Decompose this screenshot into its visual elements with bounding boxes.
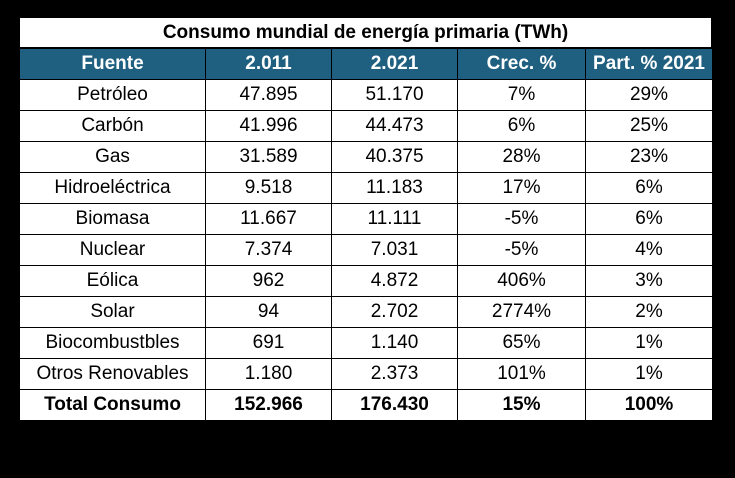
cell-2021: 2.373 bbox=[331, 358, 458, 390]
table-title: Consumo mundial de energía primaria (TWh… bbox=[19, 17, 712, 48]
header-2021: 2.021 bbox=[331, 48, 458, 80]
cell-part: 3% bbox=[585, 265, 713, 297]
header-crec: Crec. % bbox=[457, 48, 586, 80]
header-row: Fuente 2.011 2.021 Crec. % Part. % 2021 bbox=[19, 48, 713, 80]
total-label: Total Consumo bbox=[19, 389, 206, 421]
cell-crec: -5% bbox=[457, 203, 586, 235]
cell-fuente: Petróleo bbox=[19, 79, 206, 111]
cell-2011: 9.518 bbox=[205, 172, 332, 204]
cell-2021: 44.473 bbox=[331, 110, 458, 142]
table-row: Eólica 962 4.872 406% 3% bbox=[19, 265, 713, 297]
cell-fuente: Carbón bbox=[19, 110, 206, 142]
cell-part: 4% bbox=[585, 234, 713, 266]
total-part: 100% bbox=[585, 389, 713, 421]
cell-crec: 101% bbox=[457, 358, 586, 390]
cell-fuente: Nuclear bbox=[19, 234, 206, 266]
table-row: Hidroeléctrica 9.518 11.183 17% 6% bbox=[19, 172, 713, 204]
cell-2011: 31.589 bbox=[205, 141, 332, 173]
table-row: Biomasa 11.667 11.111 -5% 6% bbox=[19, 203, 713, 235]
total-crec: 15% bbox=[457, 389, 586, 421]
cell-2021: 7.031 bbox=[331, 234, 458, 266]
cell-2011: 691 bbox=[205, 327, 332, 359]
total-2011: 152.966 bbox=[205, 389, 332, 421]
cell-2011: 1.180 bbox=[205, 358, 332, 390]
header-part: Part. % 2021 bbox=[585, 48, 713, 80]
table-row: Otros Renovables 1.180 2.373 101% 1% bbox=[19, 358, 713, 390]
cell-part: 1% bbox=[585, 358, 713, 390]
cell-2011: 11.667 bbox=[205, 203, 332, 235]
cell-crec: 2774% bbox=[457, 296, 586, 328]
cell-fuente: Biomasa bbox=[19, 203, 206, 235]
table-row: Nuclear 7.374 7.031 -5% 4% bbox=[19, 234, 713, 266]
table-row: Biocombustbles 691 1.140 65% 1% bbox=[19, 327, 713, 359]
cell-2011: 962 bbox=[205, 265, 332, 297]
cell-2021: 40.375 bbox=[331, 141, 458, 173]
cell-part: 1% bbox=[585, 327, 713, 359]
cell-2021: 2.702 bbox=[331, 296, 458, 328]
header-fuente: Fuente bbox=[19, 48, 206, 80]
cell-crec: -5% bbox=[457, 234, 586, 266]
cell-crec: 65% bbox=[457, 327, 586, 359]
cell-fuente: Gas bbox=[19, 141, 206, 173]
cell-2011: 41.996 bbox=[205, 110, 332, 142]
cell-2011: 7.374 bbox=[205, 234, 332, 266]
table-row: Solar 94 2.702 2774% 2% bbox=[19, 296, 713, 328]
table-row: Petróleo 47.895 51.170 7% 29% bbox=[19, 79, 713, 111]
cell-part: 29% bbox=[585, 79, 713, 111]
total-2021: 176.430 bbox=[331, 389, 458, 421]
cell-2021: 4.872 bbox=[331, 265, 458, 297]
energy-table: Fuente 2.011 2.021 Crec. % Part. % 2021 … bbox=[19, 48, 713, 421]
cell-crec: 28% bbox=[457, 141, 586, 173]
cell-crec: 7% bbox=[457, 79, 586, 111]
cell-crec: 17% bbox=[457, 172, 586, 204]
cell-2011: 94 bbox=[205, 296, 332, 328]
cell-2021: 51.170 bbox=[331, 79, 458, 111]
cell-fuente: Otros Renovables bbox=[19, 358, 206, 390]
cell-part: 6% bbox=[585, 203, 713, 235]
cell-crec: 6% bbox=[457, 110, 586, 142]
cell-part: 23% bbox=[585, 141, 713, 173]
energy-table-container: Consumo mundial de energía primaria (TWh… bbox=[19, 17, 713, 421]
cell-2021: 1.140 bbox=[331, 327, 458, 359]
cell-part: 6% bbox=[585, 172, 713, 204]
cell-crec: 406% bbox=[457, 265, 586, 297]
cell-2021: 11.183 bbox=[331, 172, 458, 204]
cell-fuente: Hidroeléctrica bbox=[19, 172, 206, 204]
cell-2021: 11.111 bbox=[331, 203, 458, 235]
cell-part: 25% bbox=[585, 110, 713, 142]
cell-fuente: Biocombustbles bbox=[19, 327, 206, 359]
cell-2011: 47.895 bbox=[205, 79, 332, 111]
table-row: Carbón 41.996 44.473 6% 25% bbox=[19, 110, 713, 142]
total-row: Total Consumo 152.966 176.430 15% 100% bbox=[19, 389, 713, 421]
table-row: Gas 31.589 40.375 28% 23% bbox=[19, 141, 713, 173]
cell-part: 2% bbox=[585, 296, 713, 328]
cell-fuente: Solar bbox=[19, 296, 206, 328]
header-2011: 2.011 bbox=[205, 48, 332, 80]
cell-fuente: Eólica bbox=[19, 265, 206, 297]
